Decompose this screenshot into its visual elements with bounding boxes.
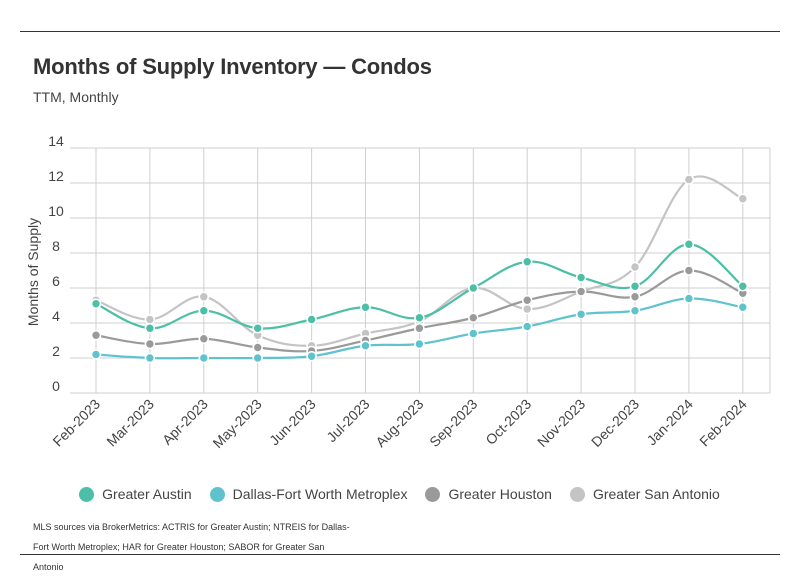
data-point bbox=[252, 342, 264, 353]
data-point bbox=[521, 321, 533, 332]
data-point bbox=[467, 328, 479, 339]
y-tick-label: 4 bbox=[52, 308, 60, 324]
y-tick-label: 8 bbox=[52, 238, 60, 254]
data-point bbox=[198, 333, 210, 345]
x-tick-label: Jun-2023 bbox=[266, 396, 319, 449]
x-tick-label: Feb-2023 bbox=[49, 396, 103, 450]
data-point bbox=[144, 322, 156, 334]
legend-swatch bbox=[425, 486, 441, 502]
data-point bbox=[575, 286, 587, 297]
x-tick-label: Feb-2024 bbox=[696, 396, 750, 450]
x-tick-label: Nov-2023 bbox=[534, 396, 588, 450]
data-point bbox=[306, 350, 317, 362]
data-point bbox=[629, 291, 641, 303]
data-point bbox=[198, 352, 210, 364]
data-point bbox=[521, 256, 533, 268]
top-rule bbox=[20, 31, 780, 32]
data-point bbox=[521, 303, 533, 315]
data-point bbox=[737, 301, 749, 313]
data-point bbox=[683, 293, 695, 304]
y-axis-label: Months of Supply bbox=[25, 218, 41, 326]
legend-label: Greater San Antonio bbox=[592, 486, 720, 502]
x-tick-label: Jul-2023 bbox=[323, 396, 372, 445]
data-point bbox=[521, 294, 533, 306]
legend-label: Greater Houston bbox=[448, 486, 552, 502]
legend-swatch bbox=[209, 486, 225, 502]
data-point bbox=[575, 308, 587, 320]
y-tick-label: 12 bbox=[48, 168, 64, 184]
bottom-rule bbox=[20, 554, 780, 555]
y-tick-label: 2 bbox=[52, 343, 60, 359]
data-point bbox=[683, 265, 695, 276]
x-tick-label: May-2023 bbox=[209, 396, 264, 451]
x-tick-label: Dec-2023 bbox=[588, 396, 642, 450]
x-tick-label: Aug-2023 bbox=[372, 396, 426, 450]
series-points bbox=[90, 174, 749, 364]
source-note: MLS sources via BrokerMetrics: ACTRIS fo… bbox=[33, 522, 350, 572]
legend-label: Greater Austin bbox=[102, 486, 192, 502]
data-point bbox=[198, 305, 210, 317]
y-tick-label: 0 bbox=[52, 378, 60, 394]
data-point bbox=[737, 193, 749, 205]
x-tick-label: Sep-2023 bbox=[426, 396, 480, 450]
legend-label: Dallas-Fort Worth Metroplex bbox=[232, 486, 408, 502]
y-tick-labels: 0 2 4 6 8 10 12 14 bbox=[48, 133, 64, 394]
legend-item: Greater San Antonio bbox=[569, 486, 720, 502]
data-point bbox=[360, 301, 371, 313]
x-tick-label: Mar-2023 bbox=[103, 396, 157, 450]
legend: Greater Austin Dallas-Fort Worth Metrople… bbox=[0, 486, 799, 502]
x-tick-label: Apr-2023 bbox=[159, 396, 211, 448]
data-point bbox=[144, 352, 156, 364]
legend-item: Greater Houston bbox=[425, 486, 552, 502]
data-point bbox=[467, 312, 479, 324]
chart-title: Months of Supply Inventory — Condos bbox=[33, 54, 432, 79]
data-point bbox=[683, 174, 695, 185]
x-tick-label: Oct-2023 bbox=[482, 396, 534, 448]
data-point bbox=[90, 329, 102, 341]
x-tick-label: Jan-2024 bbox=[643, 396, 696, 449]
data-point bbox=[252, 322, 264, 334]
data-point bbox=[414, 338, 425, 350]
y-tick-label: 6 bbox=[52, 273, 60, 289]
data-point bbox=[629, 261, 641, 273]
data-point bbox=[306, 314, 317, 325]
data-point bbox=[414, 312, 425, 324]
data-point bbox=[683, 238, 695, 250]
legend-item: Greater Austin bbox=[79, 486, 192, 502]
data-point bbox=[252, 352, 264, 364]
data-point bbox=[467, 282, 479, 294]
legend-swatch bbox=[569, 486, 585, 502]
data-point bbox=[144, 338, 156, 350]
line-chart: 0 2 4 6 8 10 12 14 Months of Supply Feb-2023 Mar… bbox=[25, 133, 771, 451]
y-tick-label: 10 bbox=[48, 203, 64, 219]
data-point bbox=[629, 305, 641, 317]
y-tick-label: 14 bbox=[48, 133, 64, 149]
data-point bbox=[575, 272, 587, 283]
chart-subtitle: TTM, Monthly bbox=[33, 89, 119, 105]
legend-item: Dallas-Fort Worth Metroplex bbox=[209, 486, 408, 502]
data-point bbox=[737, 280, 749, 292]
data-point bbox=[198, 291, 210, 303]
data-point bbox=[90, 298, 102, 310]
grid bbox=[70, 147, 771, 394]
data-point bbox=[629, 280, 641, 292]
data-point bbox=[144, 314, 156, 325]
data-point bbox=[90, 349, 102, 360]
legend-swatch bbox=[79, 486, 95, 502]
data-point bbox=[360, 340, 371, 352]
data-point bbox=[414, 322, 425, 334]
